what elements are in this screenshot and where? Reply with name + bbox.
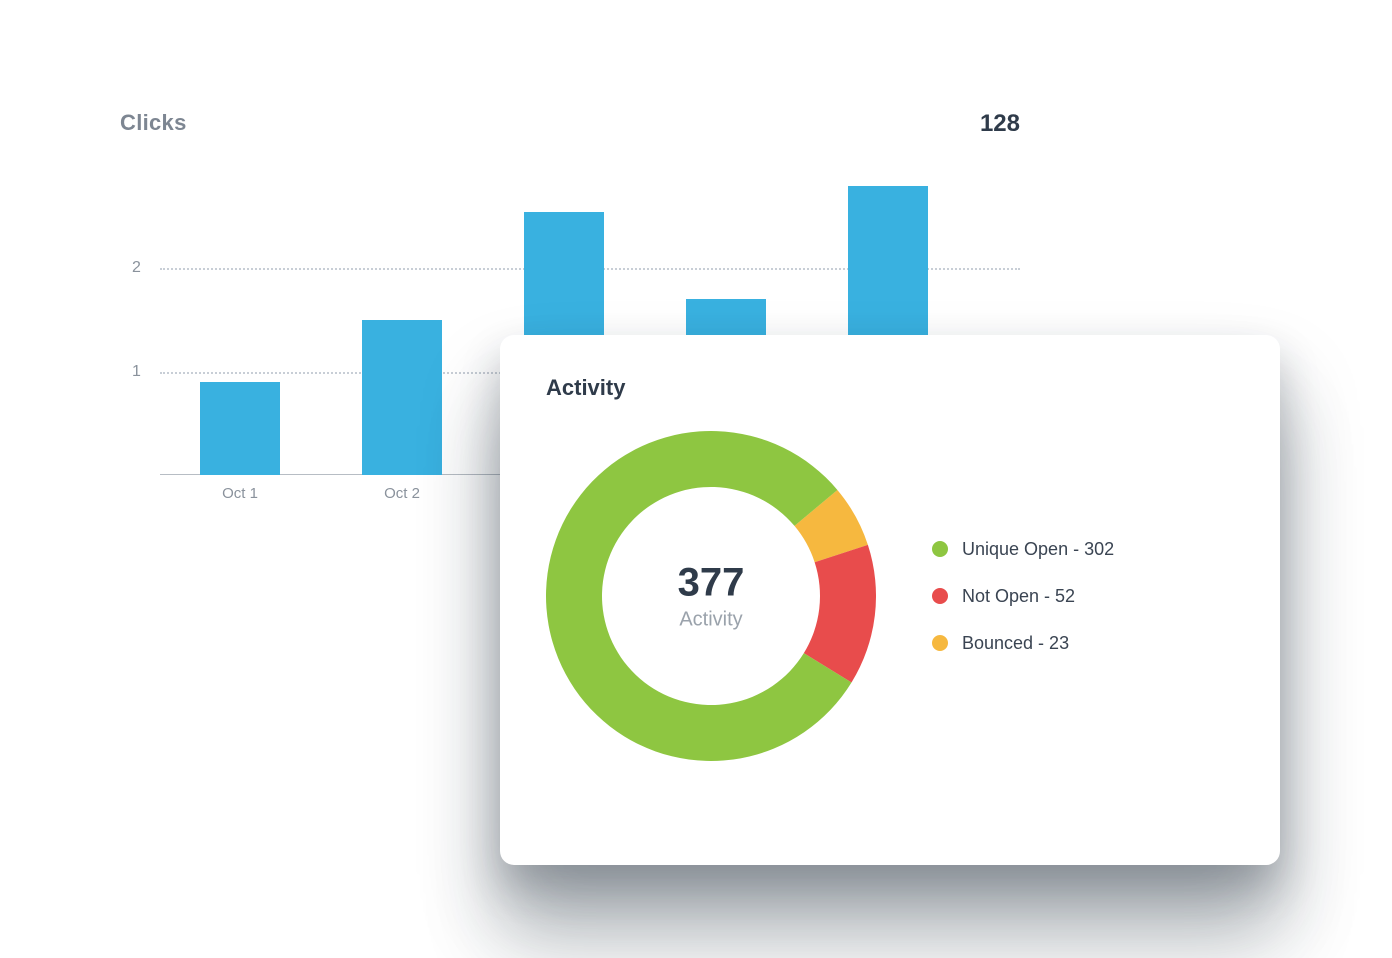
legend-item-not_open: Not Open - 52	[932, 586, 1114, 607]
legend-dot-not_open	[932, 588, 948, 604]
legend-label-unique_open: Unique Open - 302	[962, 539, 1114, 560]
activity-donut-center-label: Activity	[678, 609, 745, 632]
legend-dot-bounced	[932, 635, 948, 651]
clicks-xlabel: Oct 1	[222, 485, 258, 502]
activity-card-title: Activity	[546, 375, 1234, 401]
clicks-chart-title: Clicks	[120, 110, 187, 136]
legend-dot-unique_open	[932, 541, 948, 557]
legend-label-bounced: Bounced - 23	[962, 633, 1069, 654]
clicks-ytick-label: 2	[132, 259, 141, 277]
legend-item-bounced: Bounced - 23	[932, 633, 1114, 654]
activity-donut-center-number: 377	[678, 561, 745, 605]
clicks-chart-header-value: 128	[980, 110, 1020, 138]
activity-card: Activity 377 Activity Unique Open - 302 N…	[500, 335, 1280, 865]
legend-item-unique_open: Unique Open - 302	[932, 539, 1114, 560]
activity-donut-center: 377 Activity	[678, 561, 745, 632]
activity-donut: 377 Activity	[546, 431, 876, 761]
clicks-bar	[362, 320, 442, 475]
clicks-bar	[200, 382, 280, 475]
clicks-ytick-label: 1	[132, 363, 141, 381]
legend-label-not_open: Not Open - 52	[962, 586, 1075, 607]
activity-legend: Unique Open - 302 Not Open - 52 Bounced - …	[932, 539, 1114, 654]
clicks-xlabel: Oct 2	[384, 485, 420, 502]
